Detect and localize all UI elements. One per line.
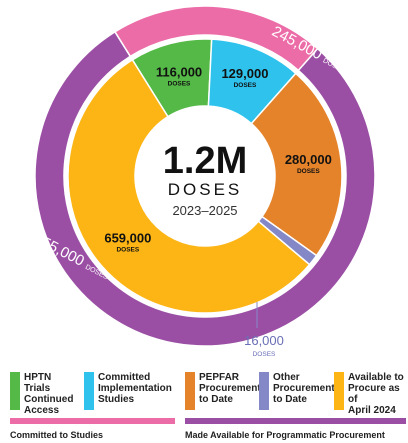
outer-ring-segment — [34, 30, 376, 347]
slice-value-label: 280,000 — [285, 152, 332, 167]
slice-unit-label: DOSES — [168, 80, 191, 87]
legend-item-implementation: Committed Implementation Studies — [84, 372, 174, 412]
legend-swatch — [259, 372, 269, 410]
outer-ring-group — [34, 5, 376, 347]
legend-label: Other Procurement to Date — [273, 372, 335, 405]
callout-unit: DOSES — [253, 351, 276, 358]
legend-item-pepfar: PEPFAR Procurement to Date — [185, 372, 261, 412]
center-value: 1.2M — [163, 140, 247, 182]
group-bar-studies — [10, 418, 175, 424]
legend-swatch — [334, 372, 344, 410]
legend-swatch — [84, 372, 94, 410]
inner-slice — [67, 58, 311, 314]
slice-value-label: 129,000 — [221, 66, 268, 81]
legend-item-available: Available to Procure as of April 2024 — [334, 372, 408, 416]
center-label: 1.2M DOSES 2023–2025 — [163, 140, 247, 218]
legend-swatch — [185, 372, 195, 410]
callout-value: 16,000 — [244, 333, 284, 348]
slice-labels-group: 116,000DOSES129,000DOSES280,000DOSES659,… — [104, 64, 331, 253]
legend-label: Available to Procure as of April 2024 — [348, 372, 404, 416]
slice-unit-label: DOSES — [234, 82, 257, 89]
center-years: 2023–2025 — [172, 203, 237, 218]
center-hole — [135, 106, 275, 246]
group-label-programmatic: Made Available for Programmatic Procurem… — [185, 430, 385, 440]
legend-item-hptn: HPTN Trials Continued Access — [10, 372, 80, 416]
legend-label: HPTN Trials Continued Access — [24, 372, 74, 416]
slice-value-label: 116,000 — [156, 64, 202, 79]
other-procurement-callout: 16,000 DOSES — [244, 302, 284, 358]
slice-unit-label: DOSES — [116, 247, 139, 254]
center-unit: DOSES — [168, 180, 243, 199]
legend-item-other: Other Procurement to Date — [259, 372, 335, 412]
inner-slices-group — [67, 38, 343, 314]
group-bar-programmatic — [185, 418, 406, 424]
slice-unit-label: DOSES — [297, 168, 320, 175]
group-label-studies: Committed to Studies — [10, 430, 104, 440]
donut-chart: 116,000DOSES129,000DOSES280,000DOSES659,… — [34, 5, 376, 358]
legend-label: Committed Implementation Studies — [98, 372, 172, 405]
slice-value-label: 659,000 — [104, 231, 151, 246]
legend-swatch — [10, 372, 20, 410]
legend-label: PEPFAR Procurement to Date — [199, 372, 261, 405]
